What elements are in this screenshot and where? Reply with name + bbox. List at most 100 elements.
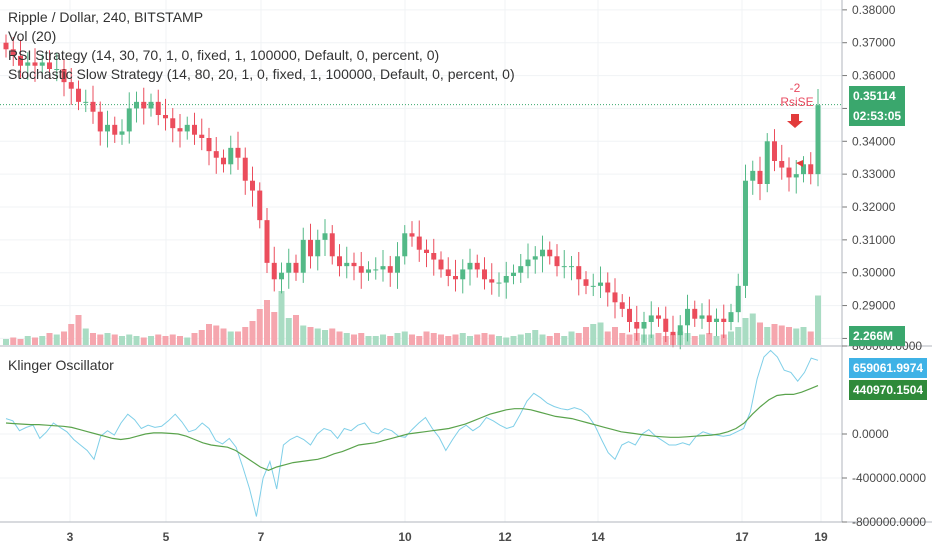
candle-body bbox=[677, 325, 683, 336]
volume-bar bbox=[655, 333, 662, 345]
candle-body bbox=[801, 164, 806, 175]
volume-bar bbox=[510, 336, 517, 345]
volume-bar bbox=[445, 336, 452, 345]
candle-body bbox=[10, 49, 16, 56]
candle-body bbox=[714, 318, 719, 322]
candle-body bbox=[250, 180, 255, 191]
candle-body bbox=[598, 282, 603, 286]
volume-bar bbox=[546, 336, 553, 345]
volume-bar bbox=[227, 331, 234, 345]
candle-body bbox=[576, 266, 582, 280]
volume-bar bbox=[24, 336, 31, 345]
klinger-tick-label: -400000.0000 bbox=[852, 471, 926, 485]
candle-body bbox=[525, 259, 531, 267]
candle-body bbox=[47, 62, 52, 69]
candle-body bbox=[750, 170, 756, 181]
volume-bar bbox=[735, 327, 742, 345]
candle-body bbox=[18, 55, 23, 66]
volume-bar bbox=[554, 333, 560, 345]
candle-body bbox=[257, 190, 263, 221]
candle-body bbox=[380, 266, 386, 270]
candle-body bbox=[148, 101, 154, 109]
volume-bar bbox=[481, 333, 488, 345]
sell-arrow-icon bbox=[787, 114, 803, 128]
candle-body bbox=[97, 111, 103, 132]
volume-bar bbox=[612, 327, 618, 345]
volume-bar bbox=[285, 318, 292, 345]
volume-bar bbox=[387, 336, 394, 345]
candle-body bbox=[489, 279, 495, 283]
volume-bar bbox=[148, 336, 154, 345]
volume-bar bbox=[539, 334, 546, 345]
volume-bar bbox=[423, 331, 430, 345]
candle-body bbox=[271, 262, 277, 280]
candle-body bbox=[235, 147, 241, 158]
candle-body bbox=[453, 276, 458, 280]
volume-bar bbox=[17, 339, 24, 345]
candle-body bbox=[627, 308, 632, 322]
candle-body bbox=[532, 256, 538, 260]
volume-bar bbox=[10, 337, 17, 345]
candle-body bbox=[663, 318, 669, 332]
candle-body bbox=[119, 131, 125, 135]
candle-body bbox=[32, 62, 38, 66]
time-tick-label: 19 bbox=[814, 530, 828, 544]
volume-bar bbox=[140, 337, 147, 345]
volume-bars bbox=[3, 291, 821, 345]
candle-body bbox=[656, 315, 661, 319]
volume-bar bbox=[314, 328, 321, 345]
signal-name: RsiSE bbox=[780, 95, 813, 109]
volume-bar bbox=[104, 333, 111, 345]
volume-bar bbox=[720, 334, 727, 345]
price-tick-label: 0.30000 bbox=[852, 266, 896, 280]
volume-bar bbox=[68, 324, 75, 345]
rsi-strategy-legend: RSI Strategy (14, 30, 70, 1, 0, fixed, 1… bbox=[8, 47, 440, 63]
candle-body bbox=[496, 282, 502, 284]
candle-body bbox=[772, 141, 777, 161]
candle-body bbox=[105, 124, 110, 132]
candle-body bbox=[518, 266, 524, 273]
volume-bar bbox=[264, 300, 270, 345]
volume-bar bbox=[728, 331, 734, 345]
candle-body bbox=[315, 239, 321, 257]
candle-body bbox=[199, 134, 205, 138]
candle-body bbox=[54, 69, 60, 70]
kvo-line bbox=[5, 349, 819, 517]
volume-bar bbox=[691, 336, 698, 345]
volume-bar bbox=[590, 324, 597, 345]
volume-legend: Vol (20) bbox=[8, 28, 57, 44]
candle-body bbox=[242, 157, 248, 181]
volume-bar bbox=[757, 322, 763, 345]
candle-body bbox=[685, 308, 690, 326]
candle-body bbox=[554, 256, 560, 267]
volume-bar bbox=[713, 336, 720, 345]
time-tick-label: 12 bbox=[498, 530, 512, 544]
candle-body bbox=[184, 124, 190, 132]
stochastic-strategy-legend: Stochastic Slow Strategy (14, 80, 20, 1,… bbox=[8, 66, 515, 82]
candle-body bbox=[206, 138, 212, 152]
candle-body bbox=[351, 262, 357, 267]
volume-bar bbox=[706, 333, 713, 345]
candle-body bbox=[438, 259, 444, 270]
candle-body bbox=[373, 269, 379, 271]
klinger-tick-label: 0.0000 bbox=[852, 427, 889, 441]
candle-body bbox=[757, 170, 763, 184]
candle-body bbox=[590, 285, 596, 287]
candle-body bbox=[670, 331, 676, 336]
candle-body bbox=[170, 118, 176, 129]
volume-bar bbox=[430, 333, 437, 345]
volume-bar bbox=[438, 334, 444, 345]
price-tick-label: 0.37000 bbox=[852, 36, 896, 50]
candle-body bbox=[213, 151, 219, 158]
volume-bar bbox=[778, 325, 785, 345]
candle-body bbox=[322, 233, 328, 240]
candle-body bbox=[177, 128, 183, 132]
volume-bar bbox=[307, 327, 314, 345]
countdown-tag: 02:53:05 bbox=[849, 106, 905, 126]
volume-bar bbox=[39, 336, 46, 345]
candle-body bbox=[605, 282, 611, 293]
candle-body bbox=[366, 269, 371, 273]
volume-bar bbox=[358, 333, 365, 345]
